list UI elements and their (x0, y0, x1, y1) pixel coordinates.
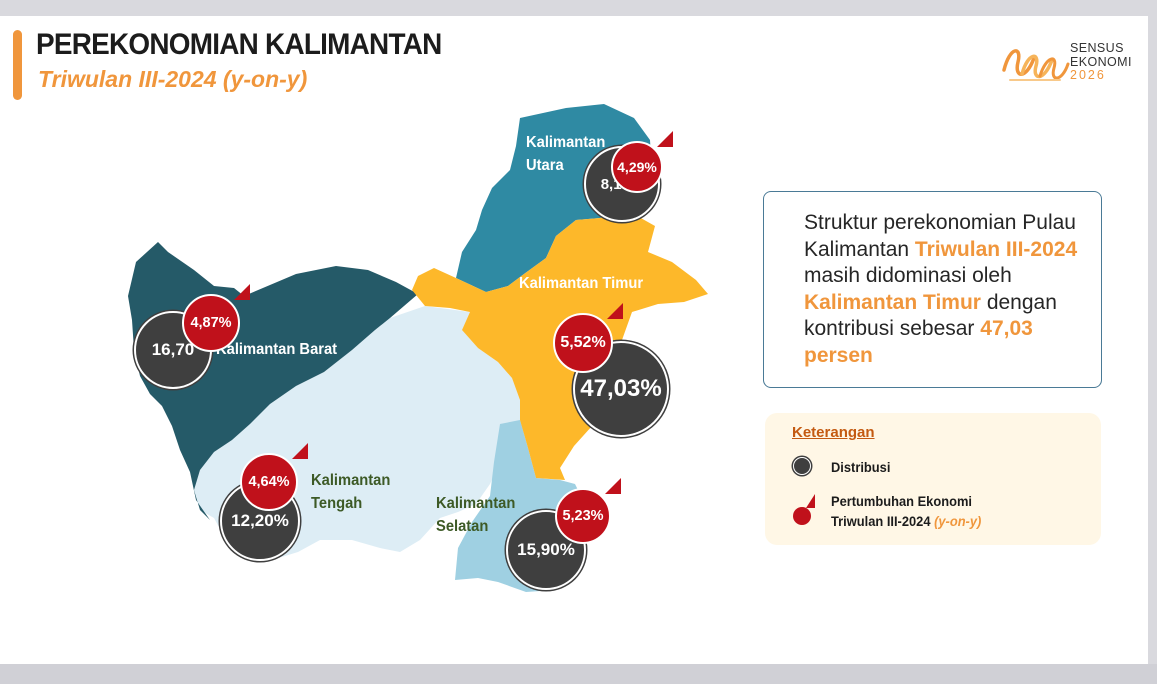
info-highlight-1: Triwulan III-2024 (914, 237, 1078, 261)
label-kalimantan-selatan-line2: Selatan (436, 518, 489, 535)
label-kalimantan-selatan-line1: Kalimantan (436, 495, 516, 512)
info-part-1: Struktur perekonomian Pulau Kalimantan (804, 211, 1076, 261)
legend-distribution-label: Distribusi (831, 459, 891, 475)
legend-growth-label: Pertumbuhan Ekonomi Triwulan III-2024 (y… (831, 491, 981, 531)
legend-growth-line-1: Pertumbuhan Ekonomi (831, 493, 972, 509)
kalimantan-map (128, 104, 708, 592)
distribution-kalimantan-timur: 47,03% (573, 341, 669, 437)
growth-up-arrow-icon (657, 131, 673, 147)
logo-line-1: SENSUS (1070, 41, 1124, 55)
growth-up-arrow-icon (234, 284, 250, 300)
growth-kalimantan-barat: 4,87% (182, 284, 250, 352)
info-highlight-3: 47,03 persen (804, 317, 1033, 367)
title-accent-bar (13, 30, 22, 100)
growth-kalimantan-tengah: 4,64% (240, 443, 308, 511)
logo-year: 2026 (1070, 68, 1106, 82)
growth-up-arrow-icon (605, 478, 621, 494)
growth-kalimantan-timur-value: 5,52% (560, 334, 606, 351)
label-kalimantan-utara-line1: Kalimantan (526, 134, 606, 151)
legend-growth-arrow-icon (806, 494, 815, 508)
label-kalimantan-selatan: Kalimantan Selatan (436, 492, 515, 538)
label-kalimantan-utara-line2: Utara (526, 157, 564, 174)
growth-kalimantan-selatan-value: 5,23% (562, 508, 604, 524)
growth-up-arrow-icon (607, 303, 623, 319)
logo-line-2: EKONOMI (1070, 54, 1132, 69)
info-text: Struktur perekonomian Pulau Kalimantan T… (804, 210, 1094, 369)
growth-kalimantan-selatan: 5,23% (555, 478, 621, 544)
distribution-kalimantan-selatan: 15,90% (506, 510, 586, 590)
growth-kalimantan-utara-value: 4,29% (617, 159, 657, 175)
page-title: PEREKONOMIAN KALIMANTAN (36, 28, 442, 61)
legend-growth-line-2: Triwulan III-2024 (y-on-y) (831, 511, 981, 531)
legend-growth-suffix: (y-on-y) (934, 513, 982, 529)
sensus-ekonomi-emblem-icon (1002, 49, 1070, 81)
label-kalimantan-utara: Kalimantan Utara (526, 131, 605, 177)
growth-up-arrow-icon (292, 443, 308, 459)
label-kalimantan-barat-line1: Kalimantan Barat (216, 341, 338, 358)
label-kalimantan-timur-line1: Kalimantan Timur (519, 275, 644, 292)
label-kalimantan-tengah: Kalimantan Tengah (311, 469, 390, 515)
label-kalimantan-tengah-line2: Tengah (311, 495, 363, 512)
label-kalimantan-timur: Kalimantan Timur (519, 272, 643, 295)
legend-title: Keterangan (792, 424, 875, 441)
growth-kalimantan-utara: 4,29% (611, 131, 673, 193)
label-kalimantan-barat: Kalimantan Barat (216, 338, 337, 361)
growth-kalimantan-timur: 5,52% (553, 303, 623, 373)
logo-text: SENSUS EKONOMI 2026 (1070, 41, 1132, 83)
legend-growth-line-2-text: Triwulan III-2024 (831, 513, 935, 529)
growth-kalimantan-barat-value: 4,87% (190, 315, 232, 331)
sensus-ekonomi-logo: SENSUS EKONOMI 2026 (1000, 40, 1140, 86)
growth-kalimantan-tengah-value: 4,64% (248, 474, 290, 490)
legend-box: Keterangan Distribusi Pertumbuhan Ekonom… (765, 413, 1101, 545)
legend-growth-icon (793, 494, 815, 525)
info-part-3: dengan kontribusi sebesar (804, 290, 1057, 341)
info-highlight-2: Kalimantan Timur (804, 290, 981, 314)
info-part-2: masih didominasi oleh (804, 264, 1012, 287)
info-box: Struktur perekonomian Pulau Kalimantan T… (763, 191, 1102, 388)
bottom-strip (0, 664, 1157, 684)
page-subtitle: Triwulan III-2024 (y-on-y) (38, 66, 308, 92)
label-kalimantan-tengah-line1: Kalimantan (311, 472, 391, 489)
legend-distribution-icon (793, 457, 811, 475)
